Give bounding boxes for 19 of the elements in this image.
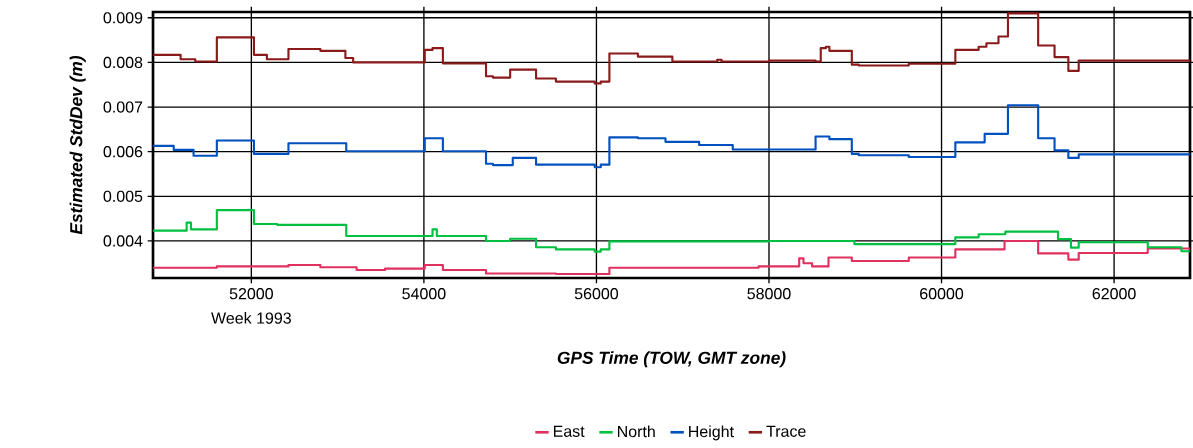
y-tick-label: 0.008 (103, 56, 143, 69)
legend-label: Height (689, 425, 734, 441)
y-tick-label: 0.006 (103, 146, 143, 158)
x-tick-label: 56000 (574, 288, 619, 300)
legend-label: Trace (766, 425, 806, 437)
x-tick-label: 54000 (402, 288, 446, 300)
y-tick-label: 0.005 (103, 190, 143, 202)
legend-label: East (553, 425, 585, 437)
x-tick-label: 52000 (229, 288, 273, 300)
x-tick-label: 60000 (920, 288, 964, 300)
y-tick-label: 0.009 (103, 12, 143, 24)
y-tick-label: 0.007 (103, 101, 143, 113)
legend-label: North (617, 425, 655, 438)
x-tick-label: 58000 (747, 288, 791, 300)
y-tick-label: 0.004 (103, 235, 143, 247)
x-tick-label: 62000 (1092, 288, 1136, 300)
y-axis-title: Estimated StdDev (m) (69, 55, 86, 235)
x-axis-title: GPS Time (TOW, GMT zone) (557, 351, 786, 368)
text: Week 1993 (211, 312, 291, 324)
